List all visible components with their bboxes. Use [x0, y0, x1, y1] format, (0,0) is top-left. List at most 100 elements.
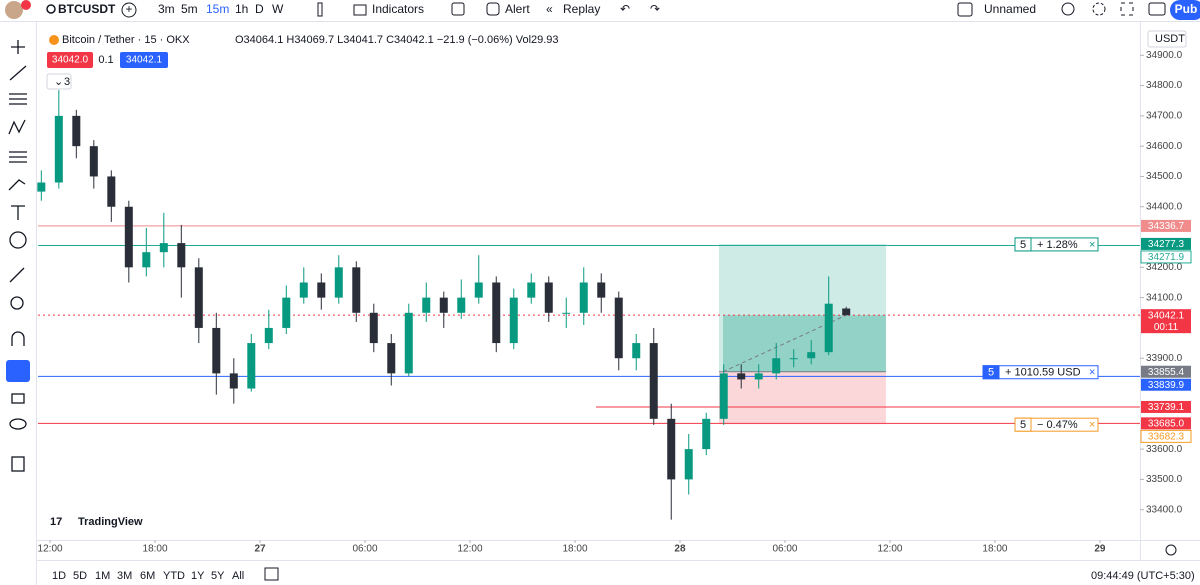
- brand-name: TradingView: [78, 516, 143, 528]
- position-qty: 5: [1020, 239, 1026, 251]
- avatar[interactable]: [5, 1, 23, 19]
- y-tick-label: 33600.0: [1146, 444, 1183, 455]
- quick-search[interactable]: [1061, 2, 1075, 16]
- alert-button[interactable]: Alert: [505, 2, 530, 16]
- candle-body: [247, 343, 256, 389]
- text-tool[interactable]: [11, 205, 25, 220]
- candle-body: [194, 267, 203, 328]
- axis-settings[interactable]: [1165, 544, 1177, 556]
- interval-button[interactable]: 3m: [158, 2, 175, 16]
- y-tick-label: 34600.0: [1146, 141, 1183, 152]
- buy-price: 34042.1: [126, 55, 163, 66]
- collapse-chevron: ⌄: [54, 76, 63, 88]
- range-button[interactable]: 5Y: [211, 570, 225, 582]
- price-badge: [1141, 400, 1191, 413]
- sell-price: 34042.0: [52, 55, 89, 66]
- symbol-logo: [49, 35, 59, 45]
- y-tick-label: 33900.0: [1146, 353, 1183, 364]
- candle-body: [789, 358, 798, 360]
- x-tick-label: 29: [1094, 544, 1106, 555]
- position-qty: 5: [1020, 419, 1026, 431]
- interval-button[interactable]: D: [255, 2, 264, 16]
- templates-icon[interactable]: [451, 2, 465, 16]
- interval-button[interactable]: 15m: [206, 2, 229, 16]
- range-button[interactable]: YTD: [163, 570, 185, 582]
- position-qty-box: [1014, 237, 1032, 252]
- settings[interactable]: [1092, 2, 1106, 16]
- fib-tool[interactable]: [9, 93, 27, 105]
- price-badge-label: 33685.0: [1148, 419, 1185, 430]
- measure-tool[interactable]: [9, 267, 25, 283]
- interval-button[interactable]: 5m: [181, 2, 198, 16]
- candle-body: [737, 373, 746, 380]
- trend-line-tool[interactable]: [9, 65, 27, 81]
- candle-body: [439, 297, 448, 313]
- search-icon[interactable]: [46, 4, 56, 14]
- currency-button[interactable]: [1147, 30, 1187, 48]
- icon-tool[interactable]: [9, 231, 27, 249]
- position-close[interactable]: ×: [1089, 239, 1095, 251]
- trash-tool[interactable]: [11, 456, 25, 472]
- drawing-tools: [8, 40, 27, 472]
- range-button[interactable]: All: [232, 570, 244, 582]
- goto-date[interactable]: [264, 567, 279, 581]
- candle-body: [597, 282, 606, 298]
- range-button[interactable]: 1Y: [191, 570, 205, 582]
- range-button[interactable]: 5D: [73, 570, 87, 582]
- candle-body: [824, 303, 833, 353]
- brush-tool[interactable]: [8, 179, 26, 191]
- notification-dot: [21, 0, 31, 10]
- position-value: − 0.47%: [1037, 419, 1078, 431]
- buy-button[interactable]: [120, 52, 168, 68]
- candle-body: [282, 297, 291, 328]
- lock-tool[interactable]: [11, 393, 25, 404]
- position-value: + 1.28%: [1037, 239, 1078, 251]
- sell-button[interactable]: [47, 52, 93, 68]
- candle-body: [177, 243, 186, 268]
- range-button[interactable]: 1D: [52, 570, 66, 582]
- price-badge-label: 34277.3: [1148, 239, 1185, 250]
- candle-body: [649, 343, 658, 419]
- position-close[interactable]: ×: [1089, 367, 1095, 379]
- symbol[interactable]: BTCUSDT: [58, 2, 116, 16]
- y-tick-label: 34100.0: [1146, 292, 1183, 303]
- x-tick-label: 18:00: [143, 544, 168, 555]
- add-symbol[interactable]: [121, 2, 137, 18]
- layout-checkbox[interactable]: [957, 2, 973, 17]
- range-button[interactable]: 3M: [117, 570, 132, 582]
- interval-button[interactable]: W: [272, 2, 284, 16]
- prediction-tool[interactable]: [9, 151, 27, 163]
- candle-body: [807, 352, 816, 359]
- hide-tool[interactable]: [9, 418, 27, 430]
- candle-body: [667, 418, 676, 480]
- stay-in-drawing-mode[interactable]: [6, 360, 30, 382]
- snapshot[interactable]: [1148, 2, 1166, 16]
- chart-type-icon[interactable]: [317, 2, 323, 17]
- candle-body: [142, 252, 151, 268]
- collapse-button[interactable]: [46, 73, 72, 90]
- y-tick-label: 34800.0: [1146, 80, 1183, 91]
- redo[interactable]: ↷: [650, 2, 660, 16]
- candle-body: [772, 358, 781, 374]
- undo[interactable]: ↶: [620, 2, 630, 16]
- interval-button[interactable]: 1h: [235, 2, 248, 16]
- candle-body: [107, 176, 116, 207]
- x-tick-label: 12:00: [877, 544, 902, 555]
- pattern-tool[interactable]: [8, 119, 26, 135]
- candle-body: [754, 373, 763, 380]
- publish-button[interactable]: [1170, 0, 1200, 20]
- range-button[interactable]: 6M: [140, 570, 155, 582]
- open-profit-zone: [723, 315, 886, 372]
- replay-button[interactable]: Replay: [563, 2, 600, 16]
- crosshair-tool[interactable]: [11, 40, 25, 54]
- range-button[interactable]: 1M: [95, 570, 110, 582]
- zoom-tool[interactable]: [10, 296, 24, 310]
- candle-body: [509, 297, 518, 344]
- candle-body: [457, 297, 466, 313]
- position-close[interactable]: ×: [1089, 419, 1095, 431]
- magnet-tool[interactable]: [11, 331, 25, 346]
- fullscreen[interactable]: [1120, 2, 1134, 16]
- candle-body: [579, 282, 588, 313]
- layout-name[interactable]: Unnamed: [984, 2, 1036, 16]
- indicators-button[interactable]: Indicators: [372, 2, 424, 16]
